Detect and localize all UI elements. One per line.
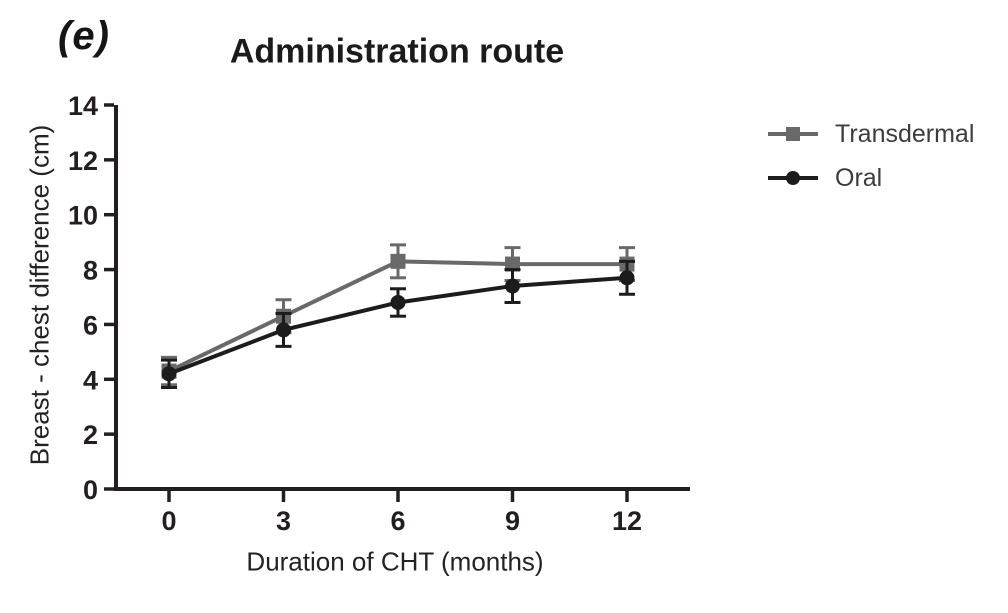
y-tick-label: 14 xyxy=(68,91,98,121)
y-tick-label: 8 xyxy=(83,256,98,286)
y-tick-label: 6 xyxy=(83,310,98,340)
x-tick-label: 3 xyxy=(276,506,291,536)
marker-circle-oral xyxy=(390,294,406,310)
legend-label-oral: Oral xyxy=(835,163,883,192)
legend-label-transdermal: Transdermal xyxy=(835,119,975,148)
x-axis-title: Duration of CHT (months) xyxy=(246,546,544,577)
y-tick-label: 4 xyxy=(83,365,98,395)
marker-circle-oral xyxy=(161,366,177,382)
x-tick-label: 6 xyxy=(390,506,405,536)
x-tick-label: 0 xyxy=(161,506,176,536)
legend-item-oral: Oral xyxy=(768,161,974,195)
marker-circle-oral xyxy=(276,322,291,338)
y-tick-label: 0 xyxy=(83,475,98,505)
legend-marker-square xyxy=(786,127,800,141)
y-tick-label: 2 xyxy=(83,420,98,450)
legend-item-transdermal: Transdermal xyxy=(768,117,974,151)
marker-square-transdermal xyxy=(390,253,406,269)
marker-circle-oral xyxy=(619,270,635,286)
chart-title: Administration route xyxy=(229,32,565,71)
circle-marker-icon xyxy=(768,171,818,186)
square-marker-icon xyxy=(768,127,818,142)
x-tick-label: 12 xyxy=(612,506,642,536)
panel-label: (e) xyxy=(58,14,110,58)
y-tick-label: 10 xyxy=(68,201,98,231)
legend: Transdermal Oral xyxy=(768,117,974,195)
x-tick-label: 9 xyxy=(505,506,520,536)
legend-marker-circle xyxy=(786,171,800,185)
marker-square-transdermal xyxy=(505,256,520,272)
marker-circle-oral xyxy=(505,278,520,294)
y-tick-label: 12 xyxy=(68,146,98,176)
